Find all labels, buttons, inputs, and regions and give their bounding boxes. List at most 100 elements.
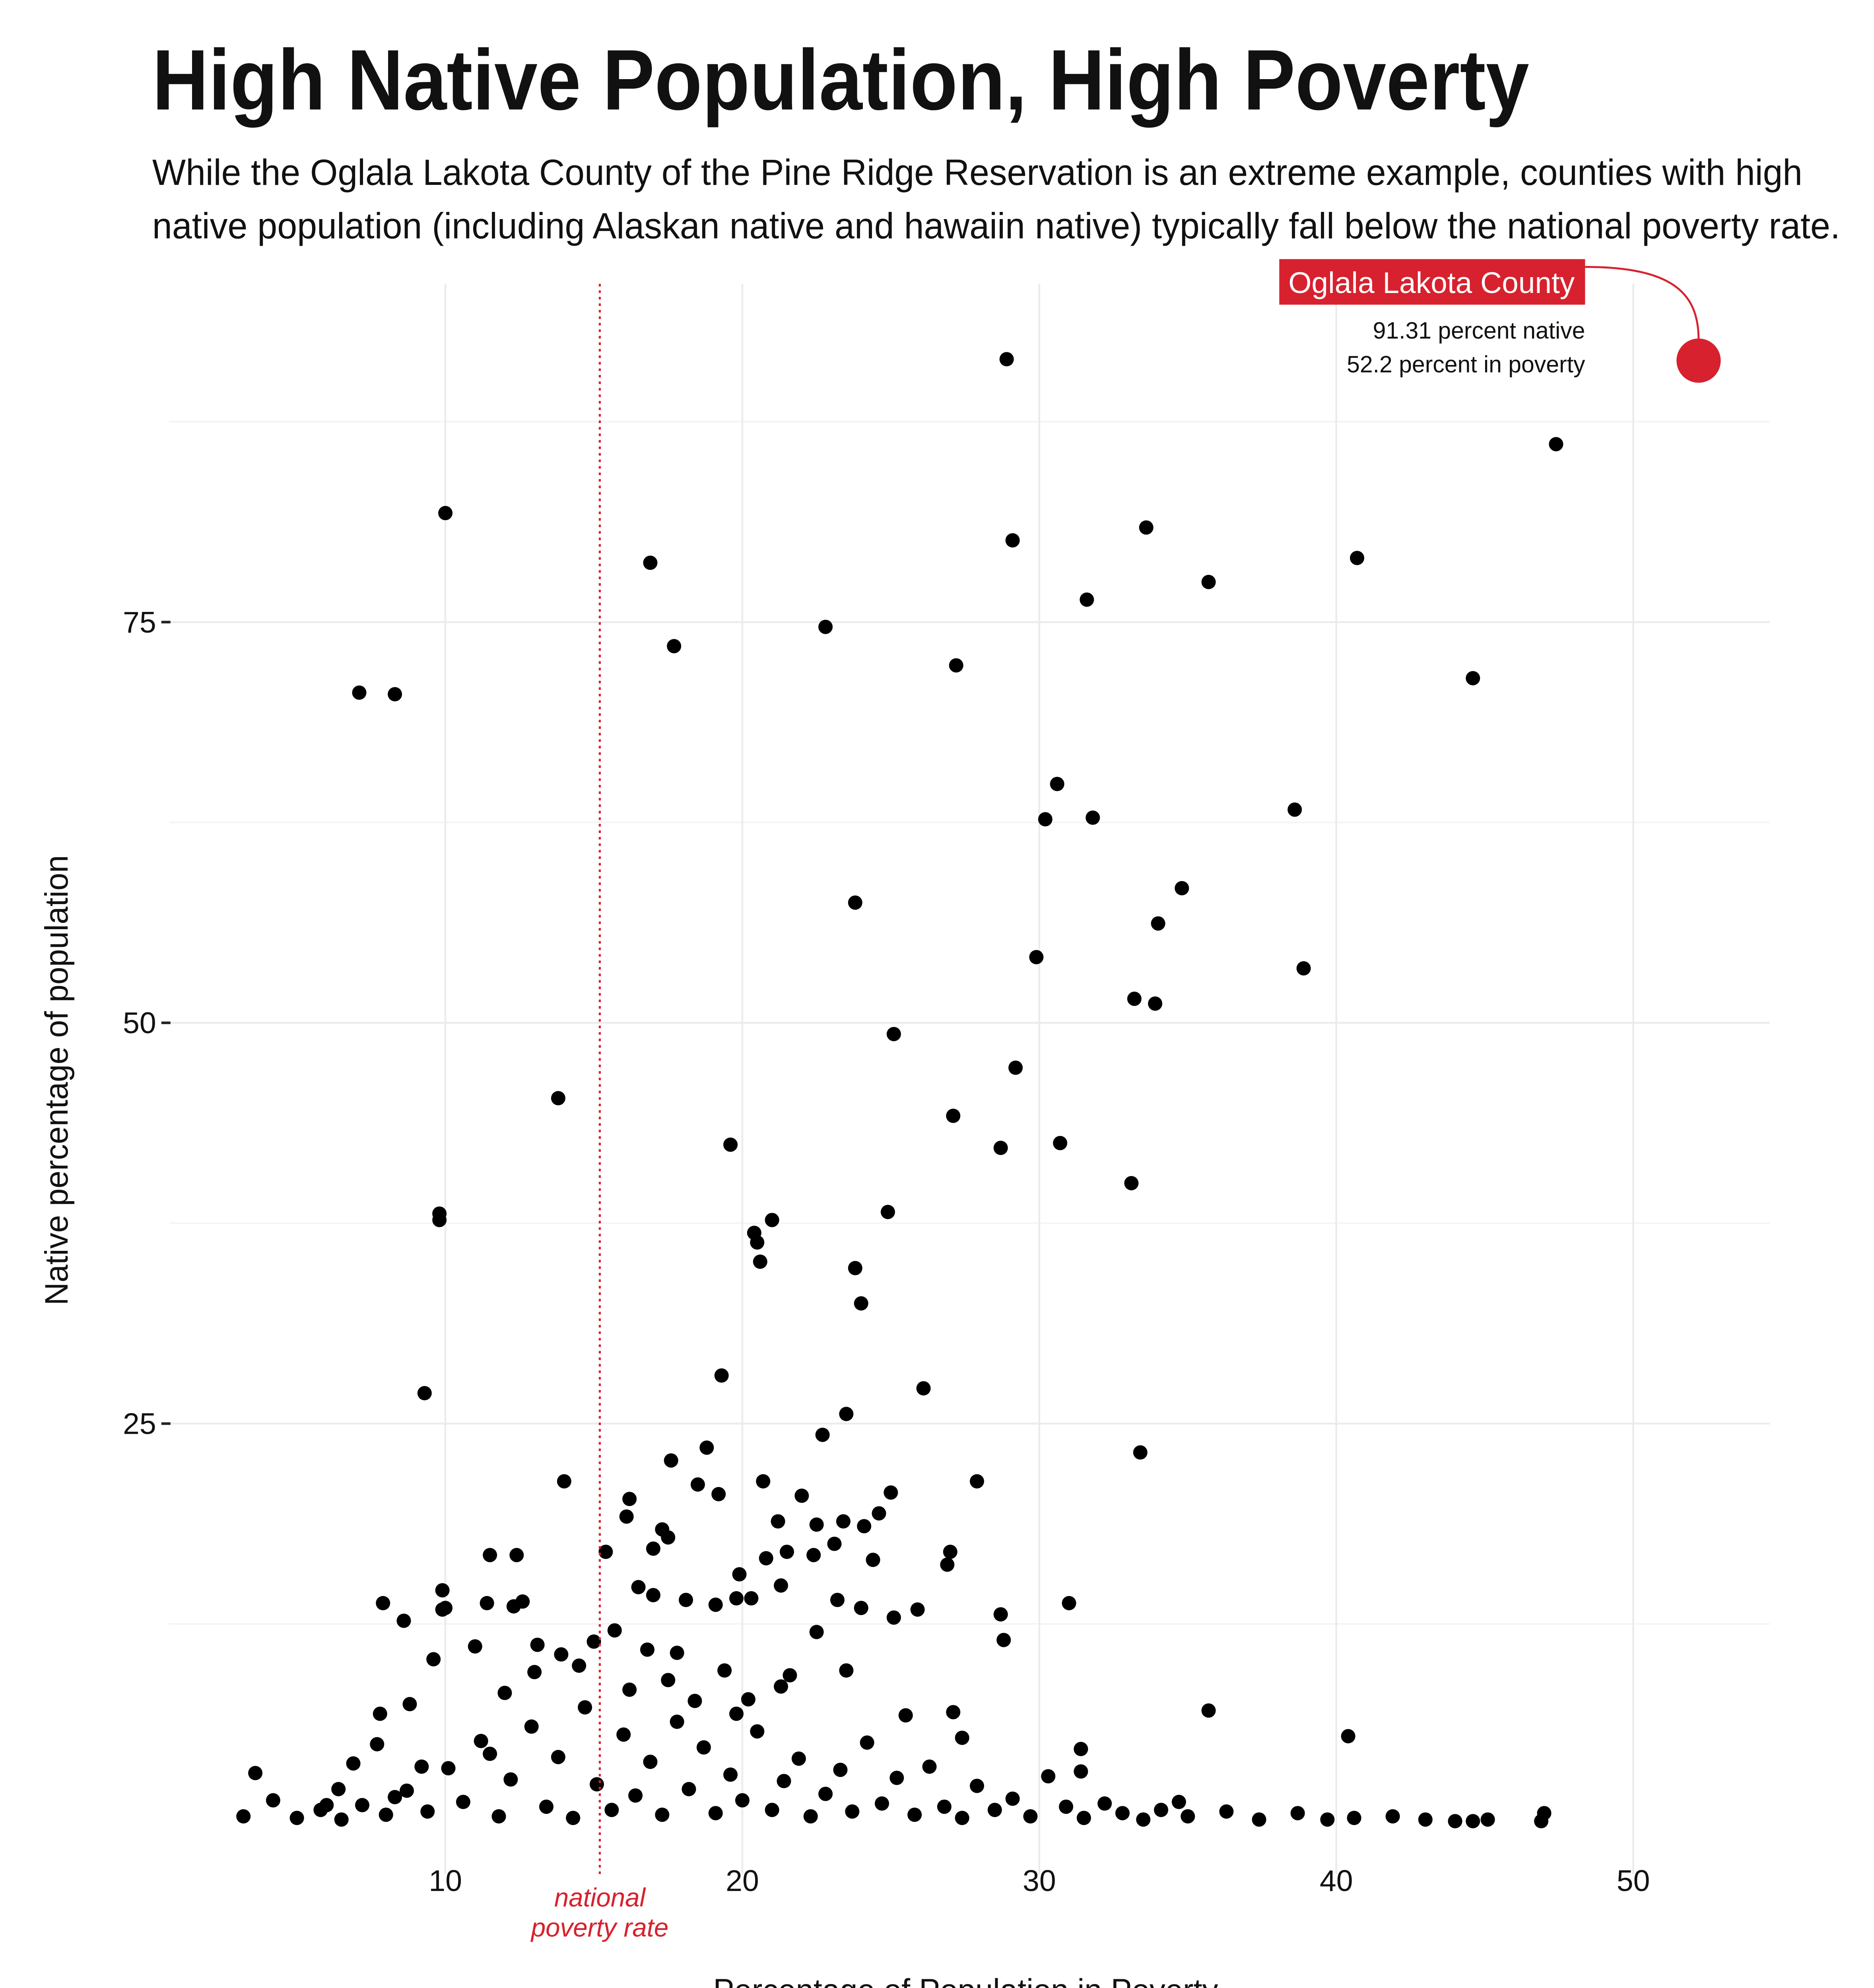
point: [827, 1536, 842, 1551]
point: [598, 1545, 613, 1559]
point: [438, 506, 453, 520]
subtitle: While the Oglala Lakota County of the Pi…: [152, 152, 1802, 193]
point: [1124, 1176, 1139, 1190]
point: [955, 1811, 969, 1825]
point: [687, 1693, 702, 1708]
point: [670, 1714, 684, 1729]
point: [1466, 1814, 1480, 1829]
point: [1290, 1806, 1305, 1821]
point: [670, 1646, 684, 1660]
point: [1136, 1812, 1151, 1827]
point: [682, 1782, 696, 1796]
y-tick-label: 75: [123, 606, 156, 639]
point: [860, 1735, 874, 1750]
point: [655, 1807, 670, 1822]
point: [557, 1474, 571, 1489]
point: [1080, 592, 1094, 607]
point: [866, 1553, 880, 1567]
point: [1005, 533, 1020, 547]
point: [1008, 1060, 1023, 1075]
x-tick-label: 40: [1320, 1864, 1353, 1897]
point: [640, 1642, 654, 1657]
point: [993, 1141, 1008, 1155]
point: [1347, 1811, 1361, 1825]
point: [370, 1737, 385, 1751]
point: [646, 1588, 660, 1602]
point: [806, 1548, 821, 1563]
point: [622, 1682, 637, 1697]
point: [753, 1254, 767, 1269]
point: [943, 1545, 957, 1559]
point: [916, 1381, 931, 1396]
subtitle: native population (including Alaskan nat…: [152, 206, 1840, 246]
point: [886, 1610, 901, 1625]
point: [836, 1514, 851, 1529]
point: [1148, 996, 1163, 1011]
point: [414, 1759, 429, 1774]
point: [708, 1598, 723, 1612]
point: [497, 1685, 512, 1700]
point: [1252, 1812, 1266, 1827]
highlight-note: 52.2 percent in poverty: [1347, 351, 1585, 377]
point: [426, 1652, 441, 1667]
point: [735, 1793, 750, 1807]
point: [898, 1708, 913, 1723]
grid: 25 50 75 10 20 30 40 50: [123, 283, 1770, 1897]
point: [857, 1519, 872, 1534]
point: [664, 1453, 678, 1468]
point: [1041, 1769, 1056, 1784]
point: [1115, 1806, 1130, 1821]
point: [1023, 1809, 1038, 1824]
point: [996, 1633, 1011, 1647]
point: [438, 1601, 453, 1615]
point: [334, 1812, 349, 1827]
point: [1086, 810, 1100, 825]
point: [1201, 575, 1216, 589]
point: [791, 1751, 806, 1766]
point: [729, 1706, 744, 1721]
point: [833, 1763, 848, 1777]
point: [578, 1700, 592, 1715]
point: [779, 1545, 794, 1559]
point: [352, 685, 367, 700]
point: [1059, 1800, 1074, 1814]
point: [1350, 551, 1365, 565]
point: [717, 1663, 732, 1678]
y-tick-label: 25: [123, 1407, 156, 1441]
x-tick-label: 50: [1617, 1864, 1650, 1897]
point: [1062, 1596, 1076, 1611]
point: [783, 1668, 797, 1683]
point: [480, 1596, 494, 1611]
point: [661, 1673, 676, 1687]
point: [1320, 1812, 1335, 1827]
y-tick-label: 50: [123, 1006, 156, 1040]
marks: [236, 352, 1563, 1829]
point: [1053, 1136, 1068, 1150]
reference-label: national: [554, 1883, 647, 1912]
point: [379, 1807, 393, 1822]
point: [515, 1594, 530, 1609]
label-box: [1279, 259, 1585, 305]
point: [530, 1637, 545, 1652]
point: [854, 1296, 868, 1311]
point: [622, 1491, 637, 1506]
x-tick-label: 10: [429, 1864, 462, 1897]
point: [999, 352, 1014, 367]
point: [435, 1583, 450, 1598]
point: [619, 1509, 634, 1524]
point: [396, 1613, 411, 1628]
point: [1296, 961, 1311, 976]
point: [1127, 992, 1142, 1006]
point: [794, 1488, 809, 1503]
point: [1074, 1764, 1088, 1779]
point: [1219, 1804, 1234, 1819]
point: [1154, 1803, 1169, 1817]
point: [839, 1407, 854, 1421]
point: [554, 1647, 569, 1662]
point: [830, 1592, 845, 1607]
reference-label: poverty rate: [530, 1913, 669, 1942]
point: [741, 1692, 755, 1706]
